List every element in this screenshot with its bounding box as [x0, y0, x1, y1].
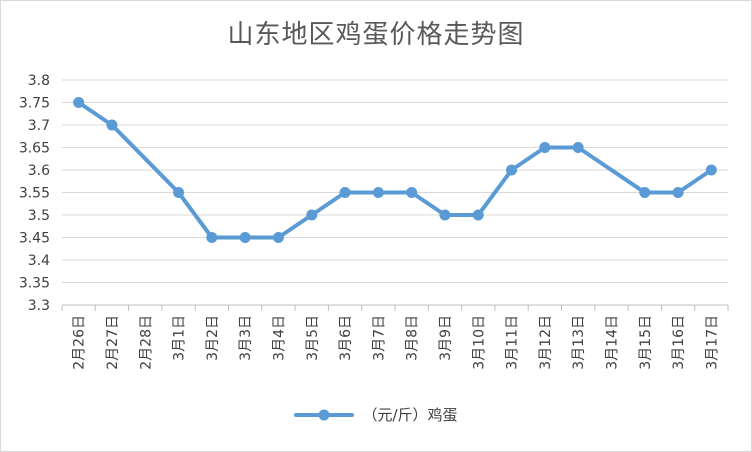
x-axis-ticks: 2月26日 2月27日 2月28日 3月1日 3月2日 3月3日 3月4日 3月5日 3月6日 3…: [72, 315, 721, 370]
data-point: [406, 187, 418, 198]
x-tick-label: 3月10日: [471, 315, 487, 370]
data-point: [472, 209, 484, 221]
data-point: [73, 97, 85, 108]
x-tick-label: 2月28日: [138, 315, 154, 370]
data-point: [439, 209, 451, 221]
x-tick-label: 2月27日: [105, 315, 121, 370]
data-point: [672, 187, 684, 198]
x-tick-label: 3月7日: [371, 315, 387, 361]
x-tick-label: 2月26日: [72, 315, 88, 370]
data-point: [372, 187, 384, 198]
y-tick-label: 3.3: [28, 298, 50, 314]
x-tick-label: 3月5日: [305, 315, 321, 361]
data-point: [173, 187, 185, 198]
y-tick-label: 3.65: [19, 141, 50, 157]
y-axis-ticks: 3.3 3.35 3.4 3.45 3.5 3.55 3.6 3.65 3.7 3.75 3.8: [19, 73, 50, 314]
y-tick-label: 3.6: [28, 163, 50, 179]
y-tick-label: 3.35: [19, 276, 50, 292]
x-tick-label: 3月17日: [704, 315, 720, 370]
x-tick-label: 3月14日: [604, 315, 620, 370]
series-eggs: [73, 97, 717, 243]
legend-marker: [318, 409, 330, 420]
x-tick-label: 3月9日: [438, 315, 454, 361]
x-tick-label: 3月8日: [405, 315, 421, 361]
data-point: [539, 142, 551, 153]
data-point: [639, 187, 651, 198]
x-tick-label: 3月13日: [571, 315, 587, 370]
series-line: [76, 100, 714, 240]
x-tick-label: 3月2日: [205, 315, 221, 361]
legend: （元/斤）鸡蛋: [0, 404, 752, 425]
legend-label: （元/斤）鸡蛋: [362, 406, 458, 424]
x-tick-label: 3月12日: [538, 315, 554, 370]
data-point: [206, 232, 218, 243]
data-point: [239, 232, 251, 243]
x-tick-label: 3月4日: [271, 315, 287, 361]
y-tick-label: 3.5: [28, 208, 50, 224]
y-tick-label: 3.55: [19, 186, 50, 202]
chart-title: 山东地区鸡蛋价格走势图: [227, 20, 525, 50]
data-point: [705, 164, 717, 176]
data-point: [339, 187, 351, 198]
x-axis: [61, 304, 729, 311]
y-tick-label: 3.75: [19, 96, 50, 112]
y-tick-label: 3.7: [28, 118, 50, 134]
data-point: [572, 142, 584, 153]
x-tick-label: 3月15日: [638, 315, 654, 370]
x-tick-label: 3月6日: [338, 315, 354, 361]
data-point: [272, 232, 284, 243]
y-tick-label: 3.4: [28, 253, 50, 269]
data-point: [306, 209, 318, 221]
y-tick-label: 3.45: [19, 231, 50, 247]
y-tick-label: 3.8: [28, 73, 50, 89]
data-point: [506, 164, 518, 176]
gridlines: [62, 79, 728, 283]
x-tick-label: 3月11日: [505, 315, 521, 370]
x-tick-label: 3月1日: [172, 315, 188, 361]
data-point: [106, 119, 118, 131]
legend-line-marker-icon: [294, 409, 355, 420]
x-tick-label: 3月16日: [671, 315, 687, 370]
x-tick-label: 3月3日: [238, 315, 254, 361]
